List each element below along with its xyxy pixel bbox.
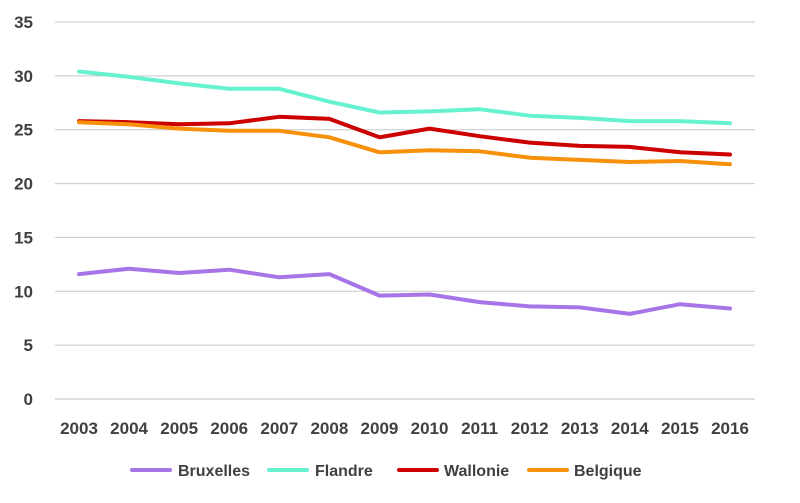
series-line-flandre bbox=[77, 69, 732, 126]
x-tick-label: 2007 bbox=[260, 419, 298, 438]
x-tick-label: 2015 bbox=[661, 419, 699, 438]
y-tick-label: 20 bbox=[14, 175, 33, 194]
x-tick-label: 2004 bbox=[110, 419, 148, 438]
x-tick-label: 2014 bbox=[611, 419, 649, 438]
x-tick-label: 2010 bbox=[411, 419, 449, 438]
y-tick-label: 35 bbox=[14, 13, 33, 32]
y-tick-label: 10 bbox=[14, 282, 33, 301]
y-tick-label: 0 bbox=[24, 390, 33, 409]
series-line-wallonie bbox=[77, 114, 732, 157]
x-tick-label: 2006 bbox=[210, 419, 248, 438]
legend-label-bruxelles: Bruxelles bbox=[178, 463, 250, 480]
series-line-bruxelles bbox=[77, 266, 732, 316]
x-tick-label: 2016 bbox=[711, 419, 749, 438]
x-axis: 2003 2004 2005 2006 2007 2008 2009 2010 2011 2012… bbox=[60, 419, 749, 438]
legend-label-flandre: Flandre bbox=[315, 463, 373, 480]
x-tick-label: 2008 bbox=[310, 419, 348, 438]
x-tick-label: 2011 bbox=[461, 419, 498, 438]
y-tick-label: 30 bbox=[14, 67, 33, 86]
y-tick-label: 15 bbox=[14, 228, 33, 247]
y-axis: 0 5 10 15 20 25 30 35 bbox=[14, 13, 33, 409]
legend-label-belgique: Belgique bbox=[574, 463, 642, 480]
series-lines bbox=[77, 69, 732, 316]
x-tick-label: 2012 bbox=[511, 419, 549, 438]
y-tick-label: 25 bbox=[14, 121, 33, 140]
gridlines bbox=[55, 21, 755, 400]
x-tick-label: 2013 bbox=[561, 419, 599, 438]
x-tick-label: 2009 bbox=[361, 419, 399, 438]
y-tick-label: 5 bbox=[24, 336, 33, 355]
legend-label-wallonie: Wallonie bbox=[444, 463, 509, 480]
series-line-belgique bbox=[77, 120, 732, 167]
x-tick-label: 2005 bbox=[160, 419, 198, 438]
x-tick-label: 2003 bbox=[60, 419, 98, 438]
legend: Bruxelles Flandre Wallonie Belgique bbox=[130, 463, 642, 480]
